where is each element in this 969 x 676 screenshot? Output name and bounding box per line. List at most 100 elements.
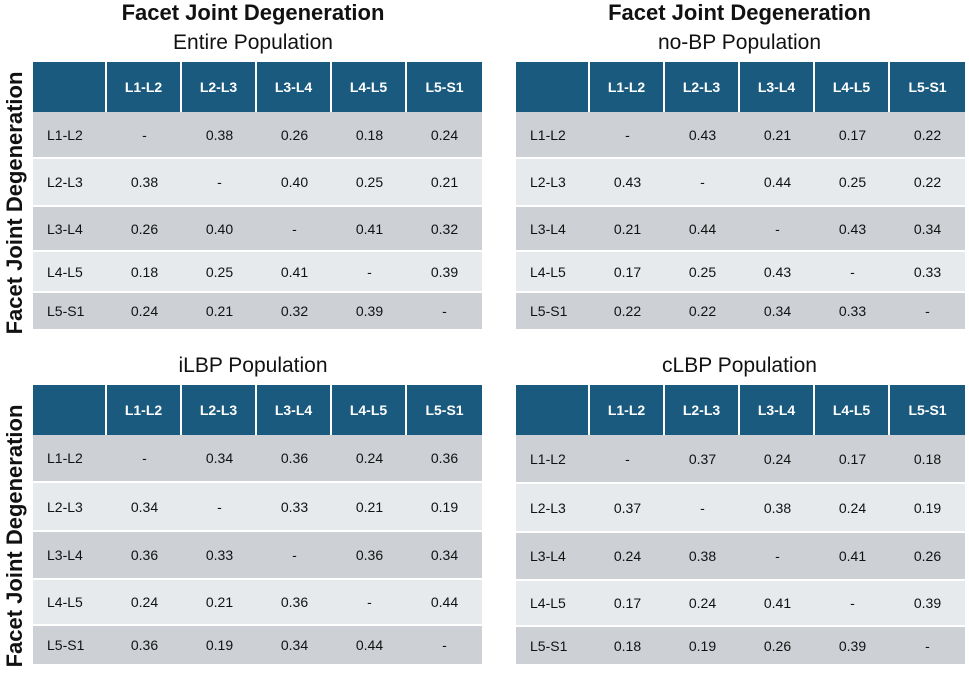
column-header: L4-L5 — [815, 62, 890, 112]
value-cell: 0.44 — [332, 626, 407, 666]
corner-cell — [33, 62, 107, 112]
row-label: L3-L4 — [33, 207, 107, 252]
row-label: L1-L2 — [516, 435, 590, 484]
value-cell: 0.21 — [407, 159, 482, 207]
header-row: L1-L2 L2-L3 L3-L4 L4-L5 L5-S1 — [33, 385, 482, 435]
column-header: L4-L5 — [815, 385, 890, 435]
header-row: L1-L2 L2-L3 L3-L4 L4-L5 L5-S1 — [516, 385, 965, 435]
corner-cell — [33, 385, 107, 435]
value-cell: 0.26 — [890, 533, 965, 581]
column-header: L2-L3 — [665, 62, 740, 112]
table-row: L4-L5 0.18 0.25 0.41-0.39 — [33, 252, 482, 293]
value-cell: 0.36 — [332, 532, 407, 580]
value-cell: 0.22 — [665, 293, 740, 331]
value-cell: - — [815, 581, 890, 627]
value-cell: 0.24 — [815, 484, 890, 533]
value-cell: 0.22 — [590, 293, 665, 331]
value-cell: 0.36 — [107, 626, 182, 666]
value-cell: 0.41 — [332, 207, 407, 252]
table-row: L1-L2-0.37 0.24 0.17 0.18 — [516, 435, 965, 484]
panel-subtitle: cLBP Population — [662, 354, 817, 377]
row-label: L5-S1 — [516, 627, 590, 666]
value-cell: 0.34 — [407, 532, 482, 580]
value-cell: - — [590, 435, 665, 484]
column-header: L1-L2 — [590, 62, 665, 112]
value-cell: - — [890, 293, 965, 331]
value-cell: 0.43 — [815, 207, 890, 252]
value-cell: 0.18 — [332, 112, 407, 159]
value-cell: 0.37 — [590, 484, 665, 533]
table-row: L1-L2-0.43 0.21 0.17 0.22 — [516, 112, 965, 159]
value-cell: 0.24 — [107, 293, 182, 331]
row-label: L2-L3 — [33, 483, 107, 532]
value-cell: 0.26 — [107, 207, 182, 252]
value-cell: - — [257, 532, 332, 580]
corner-cell — [516, 62, 590, 112]
value-cell: 0.26 — [740, 627, 815, 666]
value-cell: 0.17 — [815, 435, 890, 484]
column-header: L3-L4 — [257, 385, 332, 435]
table-row: L5-S1 0.24 0.21 0.32 0.39- — [33, 293, 482, 331]
value-cell: 0.33 — [182, 532, 257, 580]
value-cell: 0.21 — [182, 580, 257, 626]
row-label: L4-L5 — [33, 252, 107, 293]
value-cell: 0.17 — [815, 112, 890, 159]
column-header: L5-S1 — [407, 62, 482, 112]
value-cell: - — [107, 435, 182, 483]
value-cell: 0.39 — [890, 581, 965, 627]
value-cell: 0.36 — [257, 435, 332, 483]
table-row: L3-L4 0.24 0.38-0.41 0.26 — [516, 533, 965, 581]
value-cell: 0.44 — [407, 580, 482, 626]
value-cell: 0.39 — [332, 293, 407, 331]
value-cell: 0.26 — [257, 112, 332, 159]
value-cell: 0.41 — [815, 533, 890, 581]
value-cell: 0.34 — [182, 435, 257, 483]
value-cell: 0.38 — [182, 112, 257, 159]
value-cell: - — [332, 252, 407, 293]
value-cell: 0.32 — [407, 207, 482, 252]
panel-title: Facet Joint Degeneration — [608, 0, 871, 25]
column-header: L4-L5 — [332, 62, 407, 112]
value-cell: 0.18 — [107, 252, 182, 293]
value-cell: 0.44 — [665, 207, 740, 252]
value-cell: 0.18 — [590, 627, 665, 666]
row-label: L1-L2 — [33, 112, 107, 159]
panel-title: Facet Joint Degeneration — [121, 0, 385, 25]
table-row: L1-L2-0.38 0.26 0.18 0.24 — [33, 112, 482, 159]
value-cell: 0.34 — [890, 207, 965, 252]
value-cell: 0.19 — [665, 627, 740, 666]
table-row: L4-L5 0.17 0.24 0.41-0.39 — [516, 581, 965, 627]
value-cell: 0.43 — [665, 112, 740, 159]
y-axis-label: Facet Joint Degeneration — [2, 71, 27, 335]
row-label: L4-L5 — [33, 580, 107, 626]
value-cell: 0.19 — [890, 484, 965, 533]
value-cell: 0.24 — [740, 435, 815, 484]
table-row: L5-S1 0.36 0.19 0.34 0.44- — [33, 626, 482, 666]
correlation-table: L1-L2 L2-L3 L3-L4 L4-L5 L5-S1 L1-L2-0.38 0.26 0… — [33, 62, 482, 331]
panel-subtitle: Entire Population — [173, 31, 333, 54]
value-cell: 0.24 — [590, 533, 665, 581]
column-header: L1-L2 — [107, 385, 182, 435]
table-row: L2-L3 0.37-0.38 0.24 0.19 — [516, 484, 965, 533]
table-row: L1-L2-0.34 0.36 0.24 0.36 — [33, 435, 482, 483]
value-cell: 0.36 — [407, 435, 482, 483]
column-header: L2-L3 — [665, 385, 740, 435]
value-cell: 0.24 — [332, 435, 407, 483]
value-cell: 0.17 — [590, 581, 665, 627]
value-cell: 0.21 — [740, 112, 815, 159]
value-cell: - — [107, 112, 182, 159]
value-cell: - — [407, 293, 482, 331]
value-cell: - — [740, 533, 815, 581]
corner-cell — [516, 385, 590, 435]
y-axis-label: Facet Joint Degeneration — [2, 404, 27, 668]
value-cell: 0.34 — [740, 293, 815, 331]
value-cell: 0.33 — [815, 293, 890, 331]
value-cell: 0.24 — [107, 580, 182, 626]
column-header: L3-L4 — [740, 62, 815, 112]
value-cell: 0.40 — [257, 159, 332, 207]
table-row: L5-S1 0.18 0.19 0.26 0.39- — [516, 627, 965, 666]
value-cell: 0.36 — [257, 580, 332, 626]
column-header: L2-L3 — [182, 62, 257, 112]
value-cell: 0.34 — [107, 483, 182, 532]
value-cell: - — [815, 252, 890, 293]
